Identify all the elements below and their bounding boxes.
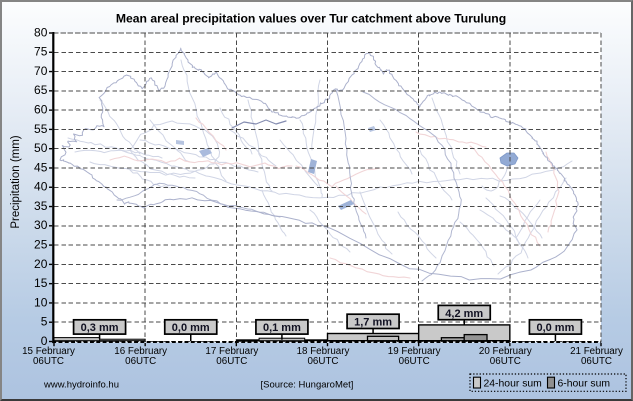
svg-text:0,0 mm: 0,0 mm [172, 322, 210, 334]
svg-text:70: 70 [34, 64, 48, 78]
svg-text:06UTC: 06UTC [581, 356, 612, 367]
svg-text:45: 45 [34, 160, 48, 174]
svg-text:06UTC: 06UTC [33, 356, 64, 367]
svg-text:17 February: 17 February [205, 346, 258, 357]
svg-text:75: 75 [34, 45, 48, 59]
svg-text:30: 30 [34, 218, 48, 232]
svg-text:65: 65 [34, 83, 48, 97]
svg-text:4,2 mm: 4,2 mm [445, 308, 483, 320]
svg-text:20 February: 20 February [479, 346, 532, 357]
svg-text:80: 80 [34, 25, 48, 39]
svg-text:0,3 mm: 0,3 mm [81, 322, 119, 334]
svg-text:19 February: 19 February [388, 346, 441, 357]
svg-text:5: 5 [41, 315, 48, 329]
svg-text:06UTC: 06UTC [307, 356, 338, 367]
svg-text:10: 10 [34, 295, 48, 309]
svg-text:06UTC: 06UTC [216, 356, 247, 367]
svg-text:16 February: 16 February [114, 346, 167, 357]
svg-text:20: 20 [34, 257, 48, 271]
svg-text:0,1 mm: 0,1 mm [263, 322, 301, 334]
svg-text:21 February: 21 February [570, 346, 623, 357]
svg-text:15 February: 15 February [22, 346, 75, 357]
svg-text:06UTC: 06UTC [399, 356, 430, 367]
svg-text:60: 60 [34, 103, 48, 117]
svg-text:0: 0 [41, 334, 48, 348]
svg-text:0,0 mm: 0,0 mm [536, 322, 574, 334]
svg-text:1,7 mm: 1,7 mm [354, 317, 392, 329]
svg-text:06UTC: 06UTC [125, 356, 156, 367]
svg-text:Mean areal precipitation value: Mean areal precipitation values over Tur… [116, 12, 506, 26]
svg-text:6-hour sum: 6-hour sum [558, 379, 611, 390]
svg-text:35: 35 [34, 199, 48, 213]
svg-text:15: 15 [34, 276, 48, 290]
svg-text:[Source: HungaroMet]: [Source: HungaroMet] [261, 380, 354, 391]
svg-text:www.hydroinfo.hu: www.hydroinfo.hu [43, 380, 119, 391]
svg-text:40: 40 [34, 180, 48, 194]
svg-text:Precipitation (mm): Precipitation (mm) [10, 135, 22, 228]
svg-text:25: 25 [34, 238, 48, 252]
svg-text:06UTC: 06UTC [490, 356, 521, 367]
svg-text:24-hour sum: 24-hour sum [484, 379, 542, 390]
svg-text:18 February: 18 February [297, 346, 350, 357]
svg-text:50: 50 [34, 141, 48, 155]
svg-text:55: 55 [34, 122, 48, 136]
